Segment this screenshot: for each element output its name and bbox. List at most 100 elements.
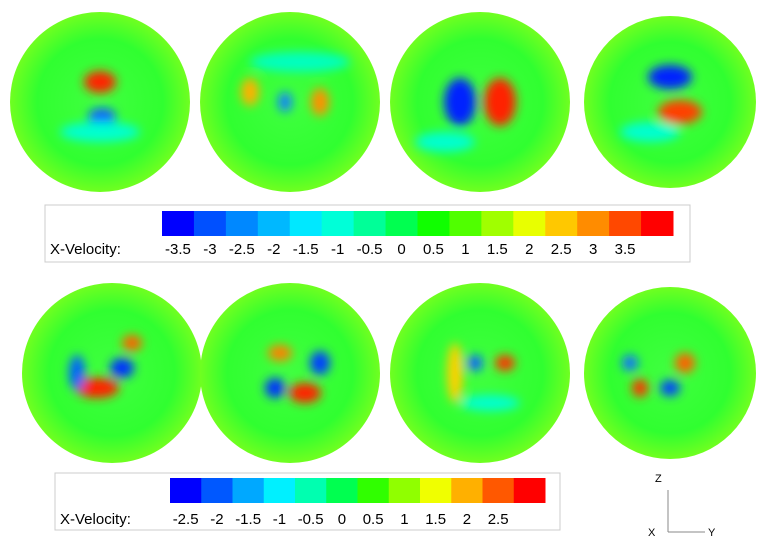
- colorbar-segment: [193, 211, 227, 236]
- colorbar-segment: [513, 478, 546, 503]
- contour-region: [265, 378, 285, 398]
- colorbar-segment: [420, 478, 452, 503]
- colorbar-label: X-Velocity:: [60, 511, 131, 528]
- colorbar-tick-label: 1: [461, 241, 469, 258]
- colorbar-segment: [263, 478, 296, 503]
- colorbar-segment: [385, 211, 418, 236]
- contour-region: [622, 355, 638, 371]
- contour-plot: [200, 283, 380, 463]
- contour-region: [620, 122, 680, 142]
- colorbar-segment: [417, 211, 450, 236]
- contour-region: [467, 355, 483, 371]
- contour-region: [110, 358, 134, 378]
- colorbar-tick-label: -1.5: [293, 241, 319, 258]
- colorbar-tick-label: 0.5: [423, 241, 444, 258]
- contour-region: [495, 355, 515, 371]
- contour-features: [60, 71, 140, 142]
- contour-features: [265, 345, 330, 403]
- contour-features: [241, 52, 350, 116]
- colorbar-segment: [609, 211, 642, 236]
- colorbar-segment: [481, 211, 514, 236]
- colorbar-tick-label: -0.5: [357, 241, 383, 258]
- contour-region: [460, 395, 520, 411]
- contour-features: [447, 343, 520, 411]
- contour-region: [444, 78, 476, 126]
- contour-region: [311, 88, 329, 116]
- colorbar-tick-label: 2.5: [488, 511, 509, 528]
- colorbar-tick-label: 3.5: [615, 241, 636, 258]
- contour-region: [122, 335, 142, 351]
- colorbar-tick-label: 2: [463, 511, 471, 528]
- colorbar-tick-label: -3.5: [165, 241, 191, 258]
- colorbar-tick-label: -2: [210, 511, 223, 528]
- colorbar-segment: [162, 211, 195, 236]
- contour-features: [69, 335, 142, 398]
- contour-region: [447, 343, 463, 403]
- axis-label: Y: [708, 527, 716, 539]
- contour-region: [88, 108, 116, 126]
- colorbar-tick-label: 2: [525, 241, 533, 258]
- colorbar-segment: [257, 211, 291, 236]
- colorbar-segment: [513, 211, 546, 236]
- axis-label: Z: [655, 473, 662, 485]
- colorbar-tick-label: -1.5: [235, 511, 261, 528]
- contour-region: [658, 100, 702, 124]
- contour-plot: [390, 283, 570, 463]
- axis-label: X: [648, 527, 656, 539]
- colorbar-tick-label: -2: [267, 241, 280, 258]
- contour-plot: [10, 12, 190, 192]
- colorbar-segment: [225, 211, 259, 236]
- colorbar-tick-label: -0.5: [298, 511, 324, 528]
- contour-features: [622, 353, 695, 397]
- colorbar-tick-label: 0.5: [363, 511, 384, 528]
- colorbar-segment: [353, 211, 387, 236]
- colorbar-segment: [451, 478, 483, 503]
- colorbar-segment: [170, 478, 202, 503]
- colorbar-segment: [641, 211, 674, 236]
- colorbar-tick-label: 0: [338, 511, 346, 528]
- contour-region: [632, 379, 648, 397]
- contour-plot: [390, 12, 570, 192]
- colorbar-segment: [388, 478, 421, 503]
- contour-region: [310, 351, 330, 375]
- contour-region: [250, 52, 350, 72]
- colorbar-label: X-Velocity:: [50, 241, 121, 258]
- colorbar-tick-label: 1.5: [425, 511, 446, 528]
- colorbar-segment: [545, 211, 578, 236]
- colorbar-segment: [577, 211, 610, 236]
- colorbar-segment: [201, 478, 233, 503]
- colorbar-tick-label: -2.5: [229, 241, 255, 258]
- contour-region: [69, 355, 85, 391]
- axis-triad: Z Y X: [648, 473, 716, 539]
- contour-region: [415, 132, 475, 152]
- colorbar-tick-label: -2.5: [173, 511, 199, 528]
- colorbar-segment: [357, 478, 390, 503]
- contour-region: [289, 383, 321, 403]
- contour-region: [675, 353, 695, 373]
- contour-plots: [10, 12, 756, 463]
- colorbar-tick-label: 0: [397, 241, 405, 258]
- colorbar-segment: [449, 211, 482, 236]
- colorbar-tick-label: 2.5: [551, 241, 572, 258]
- contour-region: [84, 71, 116, 93]
- colorbar-tick-label: -1: [273, 511, 286, 528]
- contour-region: [241, 78, 259, 106]
- contour-region: [278, 92, 292, 112]
- colorbar-segment: [321, 211, 355, 236]
- contour-region: [648, 65, 692, 89]
- contour-features: [415, 78, 516, 152]
- colorbar-tick-label: 3: [589, 241, 597, 258]
- colorbar-tick-label: -3: [203, 241, 216, 258]
- colorbar-tick-label: -1: [331, 241, 344, 258]
- contour-plot: [584, 287, 756, 459]
- colorbar-segment: [232, 478, 265, 503]
- contour-region: [660, 380, 680, 396]
- colorbar-tick-label: 1: [400, 511, 408, 528]
- contour-features: [620, 65, 702, 142]
- contour-region: [484, 78, 516, 126]
- colorbar-segment: [295, 478, 327, 503]
- colorbar-segment: [289, 211, 323, 236]
- contour-region: [60, 122, 140, 142]
